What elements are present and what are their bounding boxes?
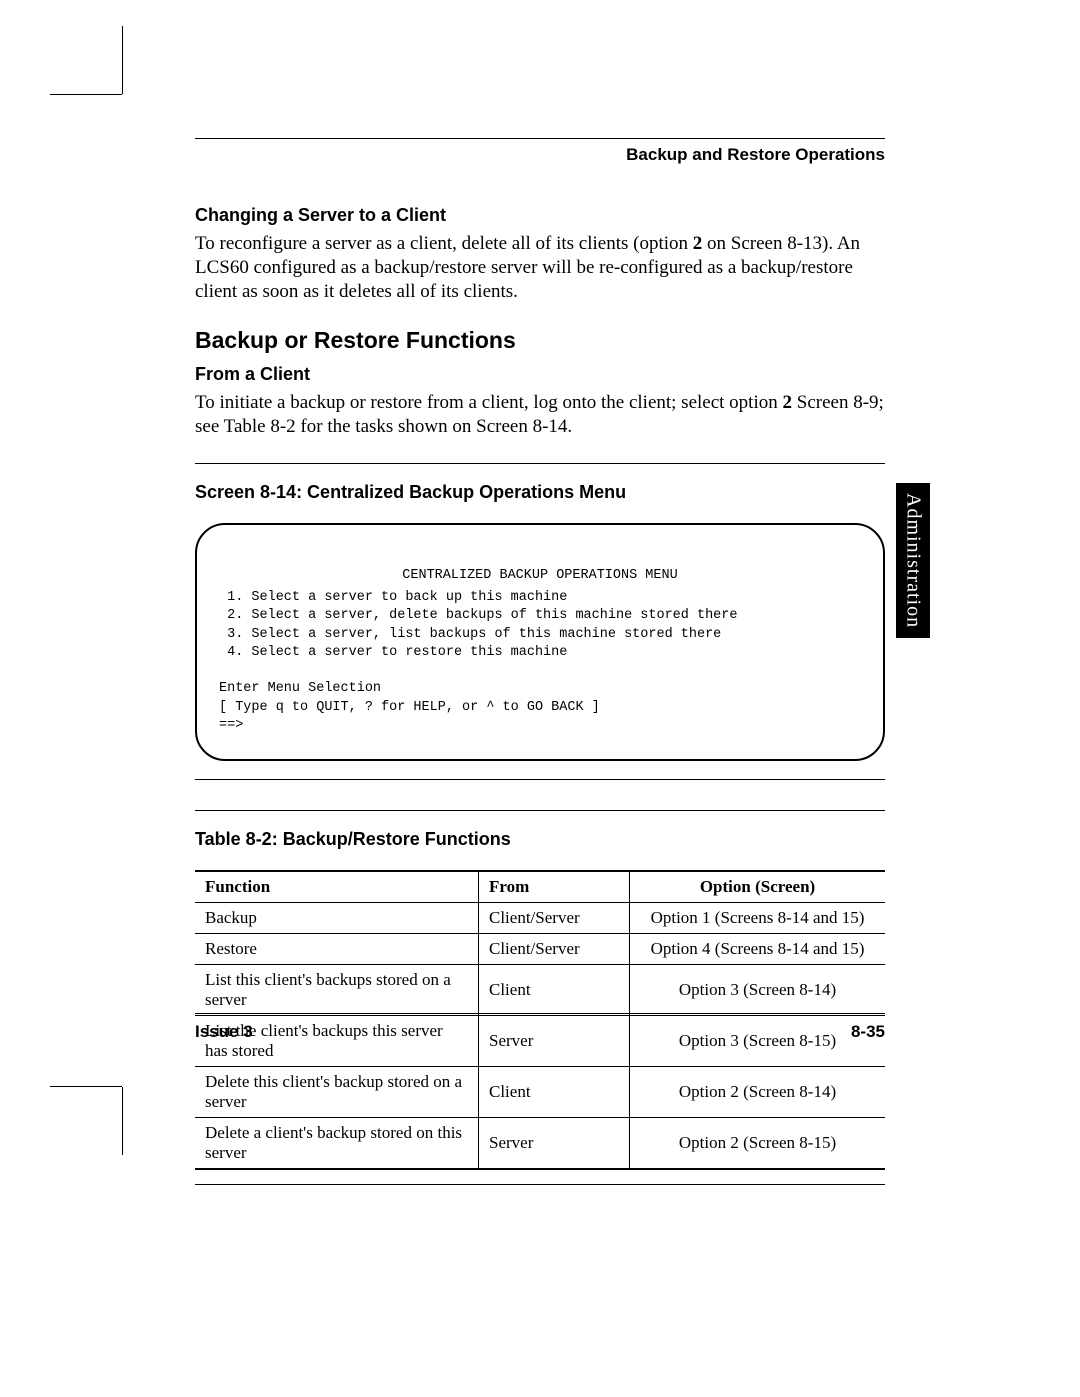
table-row: Delete a client's backup stored on this … (195, 1117, 885, 1168)
footer-rule (195, 1013, 885, 1014)
cell: Restore (195, 933, 479, 964)
screen-line: 3. Select a server, list backups of this… (219, 627, 721, 642)
terminal-screen: CENTRALIZED BACKUP OPERATIONS MENU 1. Se… (195, 523, 885, 761)
subsection-title: From a Client (195, 364, 885, 385)
cell: Option 1 (Screens 8-14 and 15) (630, 902, 886, 933)
running-header: Backup and Restore Operations (195, 145, 885, 165)
crop-mark (122, 1087, 123, 1155)
cell: Client (479, 1066, 630, 1117)
col-function: Function (195, 871, 479, 903)
footer-issue: Issue 3 (195, 1022, 253, 1042)
paragraph: To initiate a backup or restore from a c… (195, 391, 885, 439)
table-caption: Table 8-2: Backup/Restore Functions (195, 829, 885, 850)
screen-caption: Screen 8-14: Centralized Backup Operatio… (195, 482, 885, 503)
rule (195, 1184, 885, 1185)
option-number: 2 (783, 392, 793, 413)
cell: List this client's backups stored on a s… (195, 964, 479, 1015)
table-row: Restore Client/Server Option 4 (Screens … (195, 933, 885, 964)
crop-mark (50, 94, 122, 95)
rule (195, 810, 885, 811)
header-rule (195, 138, 885, 139)
cell: Option 2 (Screen 8-15) (630, 1117, 886, 1168)
cell: Backup (195, 902, 479, 933)
screen-line: 1. Select a server to back up this machi… (219, 590, 567, 605)
crop-mark (50, 1086, 122, 1087)
screen-title: CENTRALIZED BACKUP OPERATIONS MENU (219, 567, 861, 585)
footer: Issue 3 8-35 (195, 1013, 885, 1042)
text: To initiate a backup or restore from a c… (195, 392, 783, 413)
option-number: 2 (693, 233, 703, 254)
sidebar-tab: Administration (896, 483, 930, 638)
table-header-row: Function From Option (Screen) (195, 871, 885, 903)
table-row: Backup Client/Server Option 1 (Screens 8… (195, 902, 885, 933)
rule (195, 463, 885, 464)
table-row: List this client's backups stored on a s… (195, 964, 885, 1015)
table-row: Delete this client's backup stored on a … (195, 1066, 885, 1117)
cell: Option 3 (Screen 8-14) (630, 964, 886, 1015)
section-title: Backup or Restore Functions (195, 327, 885, 354)
text: To reconfigure a server as a client, del… (195, 233, 693, 254)
screen-prompt: ==> (219, 718, 243, 733)
cell: Server (479, 1117, 630, 1168)
paragraph: To reconfigure a server as a client, del… (195, 232, 885, 303)
rule (195, 1168, 885, 1170)
cell: Client (479, 964, 630, 1015)
cell: Client/Server (479, 902, 630, 933)
screen-line: 4. Select a server to restore this machi… (219, 645, 567, 660)
footer-page: 8-35 (851, 1022, 885, 1042)
content-area: Backup and Restore Operations Changing a… (195, 138, 885, 1203)
subsection-title: Changing a Server to a Client (195, 205, 885, 226)
cell: Delete a client's backup stored on this … (195, 1117, 479, 1168)
col-from: From (479, 871, 630, 903)
screen-line: Enter Menu Selection (219, 681, 381, 696)
crop-mark (122, 26, 123, 94)
page: Backup and Restore Operations Changing a… (0, 0, 1080, 1397)
cell: Option 2 (Screen 8-14) (630, 1066, 886, 1117)
screen-line: 2. Select a server, delete backups of th… (219, 608, 737, 623)
screen-line: [ Type q to QUIT, ? for HELP, or ^ to GO… (219, 700, 600, 715)
cell: Delete this client's backup stored on a … (195, 1066, 479, 1117)
cell: Option 4 (Screens 8-14 and 15) (630, 933, 886, 964)
cell: Client/Server (479, 933, 630, 964)
rule (195, 779, 885, 780)
col-option: Option (Screen) (630, 871, 886, 903)
